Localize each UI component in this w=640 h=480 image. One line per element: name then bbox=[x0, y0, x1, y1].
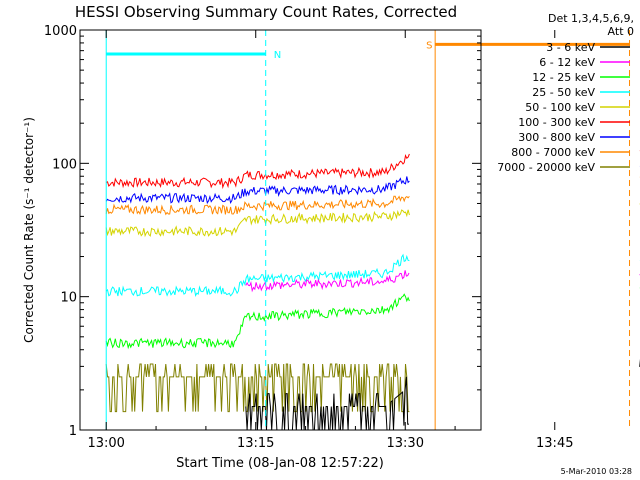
legend-label-1: 6 - 12 keV bbox=[539, 56, 595, 69]
series-line-5-0 bbox=[245, 270, 410, 293]
flag-label-0: N bbox=[274, 50, 281, 61]
legend-label-8: 7000 - 20000 keV bbox=[497, 161, 595, 174]
series-line-8-0 bbox=[245, 376, 410, 431]
legend-header-1: Att 0 bbox=[608, 25, 634, 38]
series-line-4-0 bbox=[105, 253, 410, 297]
legend-header-0: Det 1,3,4,5,6,9, bbox=[548, 12, 634, 25]
legend-label-0: 3 - 6 keV bbox=[546, 41, 595, 54]
series-line-0-0 bbox=[105, 153, 410, 190]
footer-timestamp: 5-Mar-2010 03:28 bbox=[561, 467, 632, 476]
y-tick-label-2: 100 bbox=[52, 157, 77, 172]
x-tick-label-1: 13:15 bbox=[237, 436, 274, 451]
x-tick-label-2: 13:30 bbox=[387, 436, 424, 451]
legend-label-5: 100 - 300 keV bbox=[518, 116, 595, 129]
series-line-1-0 bbox=[105, 176, 410, 205]
series-line-6-0 bbox=[105, 293, 410, 350]
plot-marks: NS bbox=[105, 30, 640, 431]
y-tick-label-3: 1000 bbox=[44, 24, 77, 39]
y-tick-label-1: 10 bbox=[60, 291, 77, 306]
series-line-2-0 bbox=[105, 195, 410, 216]
legend-label-4: 50 - 100 keV bbox=[525, 101, 595, 114]
x-axis-label: Start Time (08-Jan-08 12:57:22) bbox=[176, 456, 384, 471]
y-tick-label-0: 1 bbox=[69, 424, 77, 439]
x-tick-label-0: 13:00 bbox=[87, 436, 124, 451]
legend-label-2: 12 - 25 keV bbox=[532, 71, 595, 84]
plot-frame bbox=[79, 29, 482, 431]
legend: Det 1,3,4,5,6,9,Att 0 3 - 6 keV 6 - 12 keV… bbox=[497, 12, 634, 174]
y-axis-label: Corrected Count Rate (s⁻¹ detector⁻¹) bbox=[22, 117, 36, 343]
x-tick-label-3: 13:45 bbox=[536, 436, 573, 451]
legend-label-6: 300 - 800 keV bbox=[518, 131, 595, 144]
series-line-7-0 bbox=[105, 363, 410, 413]
legend-label-7: 800 - 7000 keV bbox=[511, 146, 595, 159]
y-axis-ticks: 1 10 100 1000 bbox=[44, 24, 481, 439]
chart-title: HESSI Observing Summary Count Rates, Cor… bbox=[75, 3, 457, 21]
legend-label-3: 25 - 50 keV bbox=[532, 86, 595, 99]
flag-label-2: S bbox=[426, 40, 432, 51]
series-line-3-0 bbox=[105, 209, 410, 238]
